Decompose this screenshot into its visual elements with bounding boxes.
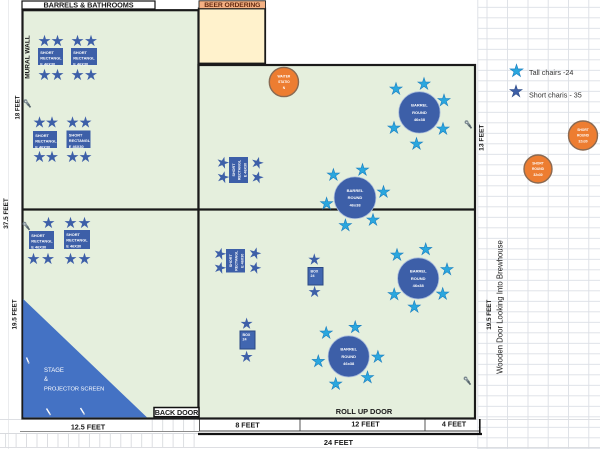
svg-text:46x38: 46x38 [343,361,355,366]
svg-text:37.5 FEET: 37.5 FEET [3,198,10,229]
svg-text:E 46X30: E 46X30 [40,61,55,66]
svg-text:PROJECTOR SCREEN: PROJECTOR SCREEN [44,386,104,392]
svg-text:RECTANGL: RECTANGL [35,139,57,144]
svg-text:12 FEET: 12 FEET [351,420,380,429]
svg-text:STATIO: STATIO [278,80,290,84]
svg-text:SHORT: SHORT [229,254,233,268]
svg-text:32x30: 32x30 [578,139,587,143]
svg-text:E 46X30: E 46X30 [35,144,50,149]
svg-text:SHORT: SHORT [31,233,45,238]
svg-text:19.5 FEET: 19.5 FEET [486,300,493,330]
svg-text:RECTANGL: RECTANGL [238,159,242,180]
svg-text:24: 24 [243,337,247,341]
svg-text:MURAL WALL: MURAL WALL [25,35,32,79]
svg-text:BACK DOOR: BACK DOOR [155,408,199,417]
svg-text:BARRELS & BATHROOMS: BARRELS & BATHROOMS [44,0,134,9]
svg-text:RECTANGL: RECTANGL [69,138,91,143]
svg-text:BEER ORDERING: BEER ORDERING [204,2,260,9]
svg-text:RECTANGL: RECTANGL [73,56,95,61]
svg-text:E 46X30: E 46X30 [240,254,244,268]
svg-text:&: & [44,377,48,383]
svg-text:ROUND: ROUND [532,167,545,171]
svg-text:12.5 FEET: 12.5 FEET [71,423,106,432]
svg-text:E 46X30: E 46X30 [243,163,247,177]
svg-text:19.5 FEET: 19.5 FEET [11,299,18,329]
svg-text:BOX: BOX [243,333,251,337]
svg-text:46x38: 46x38 [413,283,425,288]
svg-text:ROLL UP DOOR: ROLL UP DOOR [336,407,393,416]
svg-text:24 FEET: 24 FEET [324,438,354,447]
svg-text:46x38: 46x38 [414,117,426,122]
svg-text:Short charis - 35: Short charis - 35 [529,91,582,100]
svg-text:SHORT: SHORT [73,50,87,55]
svg-text:BARREL: BARREL [410,269,427,274]
svg-text:STAGE: STAGE [44,368,64,374]
svg-text:8 FEET: 8 FEET [235,421,260,430]
svg-text:RECTANGL: RECTANGL [31,239,53,244]
svg-text:BARREL: BARREL [340,347,357,352]
svg-text:46x38: 46x38 [349,203,361,208]
svg-text:SHORT: SHORT [532,162,544,166]
svg-text:RECTANGL: RECTANGL [40,56,62,61]
svg-text:BARREL: BARREL [411,103,428,108]
svg-text:SHORT: SHORT [35,133,49,138]
svg-text:SHORT: SHORT [69,132,83,137]
svg-text:E 46X30: E 46X30 [31,244,46,249]
svg-text:SHORT: SHORT [232,163,236,177]
svg-text:Wooden Door Looking Into Brewh: Wooden Door Looking Into Brewhouse [496,240,505,374]
svg-text:ROUND: ROUND [412,110,427,115]
svg-text:E 46X30: E 46X30 [69,144,84,149]
svg-text:SHORT: SHORT [66,232,80,237]
svg-text:SHORT: SHORT [577,128,589,132]
svg-text:BARREL: BARREL [347,188,364,193]
svg-text:ROUND: ROUND [348,195,363,200]
svg-text:ROUND: ROUND [411,276,426,281]
svg-text:24: 24 [311,274,315,278]
svg-text:WAITER: WAITER [277,75,290,79]
svg-text:RECTANGL: RECTANGL [235,250,239,271]
svg-text:Tall chairs -24: Tall chairs -24 [529,68,573,77]
svg-text:18 FEET: 18 FEET [14,95,21,119]
svg-text:32x30: 32x30 [533,173,542,177]
svg-text:E 46X30: E 46X30 [73,61,88,66]
svg-text:13 FEET: 13 FEET [478,124,485,151]
svg-text:ROUND: ROUND [577,134,590,138]
svg-text:N: N [283,86,286,90]
svg-text:SHORT: SHORT [40,50,54,55]
svg-text:E 46X30: E 46X30 [66,243,81,248]
svg-text:ROUND: ROUND [341,354,356,359]
svg-text:BOX: BOX [311,269,319,273]
svg-text:RECTANGL: RECTANGL [66,238,88,243]
svg-text:4 FEET: 4 FEET [442,420,467,429]
